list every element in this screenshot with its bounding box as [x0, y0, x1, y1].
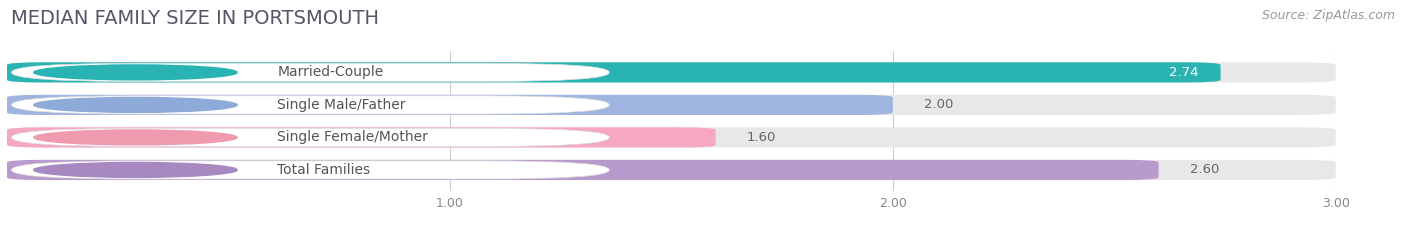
FancyBboxPatch shape [7, 127, 716, 147]
Text: Total Families: Total Families [277, 163, 370, 177]
FancyBboxPatch shape [11, 161, 609, 179]
Text: 2.00: 2.00 [924, 98, 953, 111]
Text: 2.74: 2.74 [1168, 66, 1198, 79]
FancyBboxPatch shape [7, 95, 893, 115]
FancyBboxPatch shape [11, 96, 609, 114]
Text: MEDIAN FAMILY SIZE IN PORTSMOUTH: MEDIAN FAMILY SIZE IN PORTSMOUTH [11, 9, 380, 28]
Text: 1.60: 1.60 [747, 131, 776, 144]
FancyBboxPatch shape [11, 128, 609, 147]
Circle shape [34, 130, 238, 145]
FancyBboxPatch shape [11, 63, 609, 82]
FancyBboxPatch shape [7, 160, 1336, 180]
FancyBboxPatch shape [7, 62, 1220, 82]
Text: 2.60: 2.60 [1189, 163, 1219, 176]
Circle shape [34, 97, 238, 112]
FancyBboxPatch shape [7, 127, 1336, 147]
Text: Single Male/Father: Single Male/Father [277, 98, 406, 112]
Text: Single Female/Mother: Single Female/Mother [277, 130, 427, 144]
Circle shape [34, 162, 238, 177]
FancyBboxPatch shape [7, 95, 1336, 115]
Text: Married-Couple: Married-Couple [277, 65, 384, 79]
Text: Source: ZipAtlas.com: Source: ZipAtlas.com [1261, 9, 1395, 22]
FancyBboxPatch shape [7, 62, 1336, 82]
FancyBboxPatch shape [7, 160, 1159, 180]
Circle shape [34, 65, 238, 80]
